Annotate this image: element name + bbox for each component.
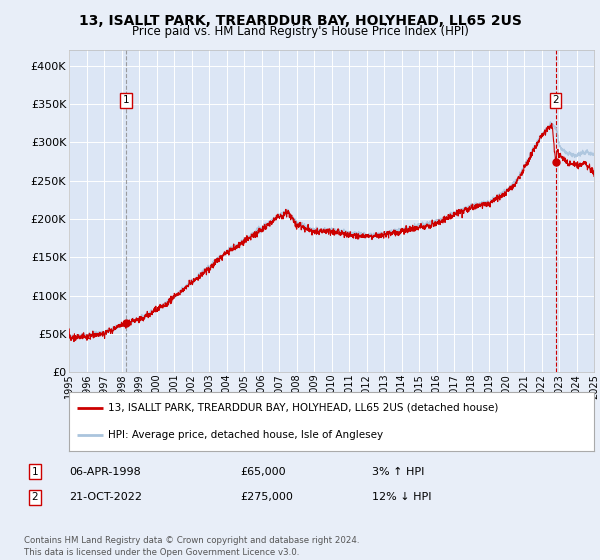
Text: £275,000: £275,000 xyxy=(240,492,293,502)
Text: 2: 2 xyxy=(31,492,38,502)
Text: 13, ISALLT PARK, TREARDDUR BAY, HOLYHEAD, LL65 2US (detached house): 13, ISALLT PARK, TREARDDUR BAY, HOLYHEAD… xyxy=(109,403,499,413)
Text: £65,000: £65,000 xyxy=(240,466,286,477)
Text: Contains HM Land Registry data © Crown copyright and database right 2024.
This d: Contains HM Land Registry data © Crown c… xyxy=(24,536,359,557)
Text: 1: 1 xyxy=(123,95,130,105)
Text: HPI: Average price, detached house, Isle of Anglesey: HPI: Average price, detached house, Isle… xyxy=(109,430,383,440)
Text: 21-OCT-2022: 21-OCT-2022 xyxy=(69,492,142,502)
Text: 1: 1 xyxy=(31,466,38,477)
Text: 12% ↓ HPI: 12% ↓ HPI xyxy=(372,492,431,502)
Text: 13, ISALLT PARK, TREARDDUR BAY, HOLYHEAD, LL65 2US: 13, ISALLT PARK, TREARDDUR BAY, HOLYHEAD… xyxy=(79,14,521,28)
Text: 3% ↑ HPI: 3% ↑ HPI xyxy=(372,466,424,477)
Text: 06-APR-1998: 06-APR-1998 xyxy=(69,466,141,477)
Text: 2: 2 xyxy=(552,95,559,105)
Text: Price paid vs. HM Land Registry's House Price Index (HPI): Price paid vs. HM Land Registry's House … xyxy=(131,25,469,38)
